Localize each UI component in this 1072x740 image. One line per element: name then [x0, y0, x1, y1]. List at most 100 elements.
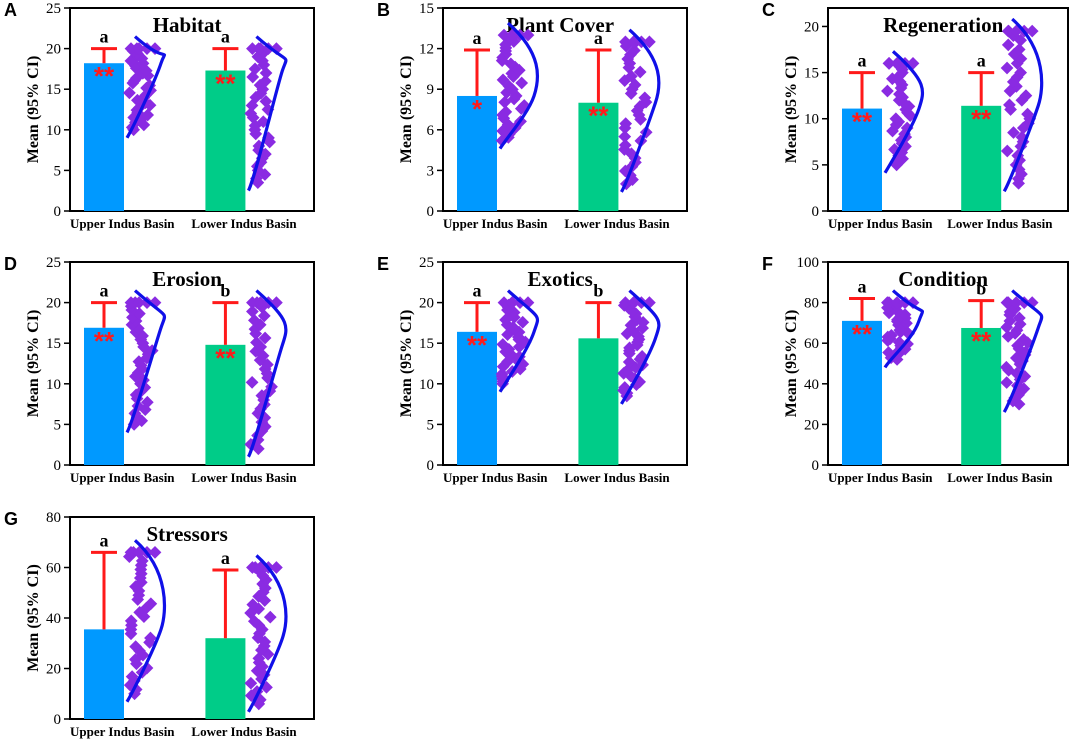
significance-letter: a [100, 530, 109, 550]
panel-letter: D [4, 254, 17, 274]
y-tick-label: 0 [812, 204, 820, 220]
bar [842, 320, 882, 465]
plot-frame [442, 261, 688, 466]
y-tick-label: 20 [46, 42, 61, 58]
y-axis-label: Mean (95% CI) [783, 56, 800, 164]
y-tick-label: 40 [46, 611, 61, 627]
y-tick-label: 5 [812, 158, 820, 174]
data-point [497, 296, 511, 309]
data-point [141, 108, 155, 122]
distribution-curve [246, 289, 288, 458]
significance-letter: a [473, 28, 482, 48]
chart-title: Stressors [146, 522, 227, 546]
y-tick-label: 0 [54, 458, 62, 474]
data-point [250, 336, 263, 349]
data-point [124, 296, 138, 309]
data-point [246, 42, 259, 55]
x-category-label: Lower Indus Basin [564, 470, 670, 485]
x-category-label: Upper Indus Basin [828, 470, 933, 485]
x-category-label: Upper Indus Basin [828, 216, 933, 231]
bar [84, 327, 124, 465]
x-category-label: Upper Indus Basin [443, 470, 548, 485]
plot-frame [827, 261, 1069, 466]
y-axis-label: Mean (95% CI) [25, 56, 42, 164]
data-point [246, 305, 259, 318]
significance-stars: ** [852, 107, 873, 137]
y-tick-label: 0 [812, 458, 820, 474]
plot-frame [69, 261, 315, 466]
y-tick-label: 5 [54, 417, 62, 433]
distribution-curve [1002, 17, 1044, 193]
y-tick-label: 12 [419, 42, 434, 58]
distribution-curve [498, 289, 540, 393]
data-point [499, 105, 513, 119]
significance-letter: b [220, 281, 230, 301]
distribution-curve [125, 35, 167, 139]
y-tick-label: 20 [46, 662, 61, 678]
distribution-curve [246, 35, 288, 192]
y-tick-label: 0 [54, 712, 62, 728]
significance-stars: ** [94, 326, 115, 356]
panel-d: D 0 5 10 15 20 25 Mean (95% CI) Erosion a ** Upper … [4, 254, 315, 485]
x-category-label: Lower Indus Basin [947, 216, 1053, 231]
bar [457, 95, 497, 211]
y-tick-label: 9 [427, 82, 435, 98]
panel-letter: A [4, 0, 17, 20]
chart-title: Regeneration [883, 13, 1003, 37]
distribution-curve [247, 554, 288, 713]
y-tick-label: 6 [427, 123, 435, 139]
significance-letter: a [594, 28, 603, 48]
significance-stars: ** [94, 61, 115, 91]
significance-stars: ** [215, 69, 236, 99]
data-point [132, 42, 146, 55]
bar [205, 638, 246, 719]
panel-letter: F [762, 254, 773, 274]
distribution-curve [620, 28, 661, 193]
plot-frame [827, 7, 1069, 212]
y-tick-label: 10 [419, 377, 434, 393]
bar [205, 344, 246, 465]
bar [84, 629, 124, 719]
y-tick-label: 15 [46, 336, 61, 352]
y-tick-label: 25 [46, 1, 61, 17]
y-tick-label: 25 [419, 255, 434, 271]
chart-title: Exotics [527, 267, 592, 291]
data-point [1000, 376, 1014, 389]
significance-letter: a [221, 548, 230, 568]
data-point [257, 309, 271, 323]
significance-stars: ** [852, 319, 873, 349]
data-point [259, 95, 273, 108]
panel-letter: G [4, 509, 18, 529]
y-tick-label: 20 [804, 417, 819, 433]
distribution-curve [498, 21, 540, 150]
chart-title: Habitat [153, 13, 222, 37]
x-category-label: Upper Indus Basin [443, 216, 548, 231]
data-point [263, 610, 277, 624]
panel-e: E 0 5 10 15 20 25 Mean (95% CI) Exotics a ** Upper … [377, 254, 688, 485]
y-tick-label: 60 [46, 561, 61, 577]
x-category-label: Upper Indus Basin [70, 724, 175, 739]
significance-letter: a [858, 51, 867, 71]
bar [578, 338, 619, 465]
y-axis-label: Mean (95% CI) [25, 310, 42, 418]
significance-stars: ** [215, 343, 236, 373]
distribution-curve [883, 50, 925, 174]
y-tick-label: 80 [804, 296, 819, 312]
panel-letter: B [377, 0, 390, 20]
data-point [245, 375, 259, 389]
y-tick-label: 0 [427, 204, 435, 220]
y-tick-label: 60 [804, 336, 819, 352]
significance-letter: a [858, 277, 867, 297]
x-category-label: Lower Indus Basin [564, 216, 670, 231]
data-point [259, 74, 272, 88]
y-tick-label: 5 [54, 163, 62, 179]
data-point [881, 84, 894, 98]
bar [961, 327, 1002, 465]
data-point [244, 107, 258, 120]
panel-letter: E [377, 254, 389, 274]
significance-letter: a [473, 281, 482, 301]
distribution-curve [125, 539, 167, 703]
bar [84, 63, 124, 211]
bar [961, 105, 1002, 211]
